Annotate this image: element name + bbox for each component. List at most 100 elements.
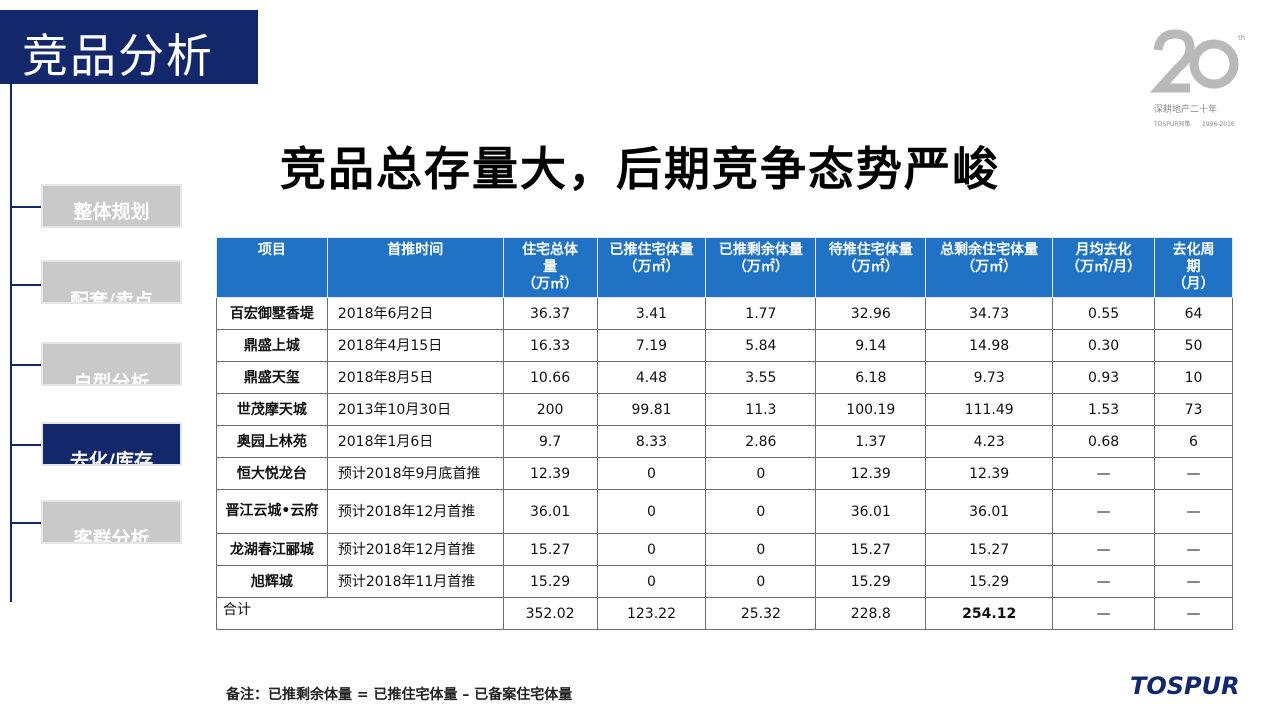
column-header: 月均去化 （万㎡/月）	[1052, 237, 1155, 298]
nav-item-overall-planning[interactable]: 整体规划	[41, 184, 182, 228]
value-cell: —	[1154, 533, 1233, 566]
anniversary-logo-icon: th 深耕地产二十年 TOSPUR同策 1996-2016	[1150, 29, 1245, 128]
value-cell: —	[1052, 489, 1155, 534]
project-name-cell: 百宏御墅香堤	[216, 297, 328, 330]
project-name-cell: 鼎盛天玺	[216, 361, 328, 394]
value-cell: 16.33	[502, 329, 598, 362]
total-label-cell: 合计	[216, 597, 504, 630]
total-value-cell: 25.32	[705, 597, 817, 630]
brand-logo: TOSPUR	[1130, 672, 1240, 700]
total-value-cell: —	[1154, 597, 1233, 630]
nav-tick	[10, 284, 42, 286]
launch-date-cell: 2018年8月5日	[326, 361, 504, 394]
table-row: 恒大悦龙台 预计2018年9月底首推 12.39 0 0 12.39 12.39— —	[216, 457, 1233, 490]
value-cell: 0	[596, 565, 707, 598]
value-cell: 0	[705, 457, 817, 490]
value-cell: 0	[705, 489, 817, 534]
value-cell: 4.48	[596, 361, 707, 394]
value-cell: 1.53	[1052, 393, 1155, 426]
value-cell: —	[1052, 565, 1155, 598]
table-row: 鼎盛上城 2018年4月15日 16.33 7.19 5.84 9.14 14.98 0.30…	[216, 329, 1233, 362]
value-cell: 10	[1154, 361, 1233, 394]
project-name-cell: 旭辉城	[216, 565, 328, 598]
value-cell: 0.55	[1052, 297, 1155, 330]
footnote: 备注：已推剩余体量 = 已推住宅体量 – 已备案住宅体量	[226, 687, 573, 703]
value-cell: 100.19	[815, 393, 927, 426]
value-cell: 15.27	[502, 533, 598, 566]
column-header: 住宅总体量（万㎡）	[502, 237, 598, 298]
value-cell: 0	[705, 565, 817, 598]
value-cell: —	[1154, 565, 1233, 598]
value-cell: 64	[1154, 297, 1233, 330]
value-cell: 36.37	[502, 297, 598, 330]
launch-date-cell: 2018年6月2日	[326, 297, 504, 330]
nav-tick	[10, 206, 42, 208]
table-total-row: 合计 352.02 123.22 25.32 228.8 254.12— —	[216, 597, 1233, 630]
nav-tick	[10, 444, 42, 446]
nav-label: 整体规划	[73, 201, 150, 223]
value-cell: 6.18	[815, 361, 927, 394]
value-cell: 0.30	[1052, 329, 1155, 362]
project-name-cell: 世茂摩天城	[216, 393, 328, 426]
table-row: 晋江云城•云府 预计2018年12月首推 36.01 0 0 36.01 36.01— —	[216, 489, 1233, 534]
value-cell: 7.19	[596, 329, 707, 362]
value-cell: 36.01	[815, 489, 927, 534]
nav-item-inventory[interactable]: 去化/库存	[41, 422, 182, 466]
nav-item-amenities[interactable]: 配套/卖点	[41, 260, 182, 304]
project-name-cell: 奥园上林苑	[216, 425, 328, 458]
logo-caption: 深耕地产二十年	[1154, 103, 1217, 115]
column-header: 去化周期（月）	[1154, 237, 1233, 298]
logo-suffix: th	[1238, 34, 1245, 42]
column-header: 总剩余住宅体量 （万㎡）	[925, 237, 1054, 298]
value-cell: 11.3	[705, 393, 817, 426]
value-cell: —	[1154, 457, 1233, 490]
value-cell: 50	[1154, 329, 1233, 362]
project-name-cell: 恒大悦龙台	[216, 457, 328, 490]
nav-item-floorplan[interactable]: 户型分析	[41, 342, 182, 386]
value-cell: 5.84	[705, 329, 817, 362]
project-name-cell: 晋江云城•云府	[216, 489, 328, 534]
launch-date-cell: 预计2018年11月首推	[326, 565, 504, 598]
value-cell: —	[1052, 457, 1155, 490]
launch-date-cell: 预计2018年9月底首推	[326, 457, 504, 490]
value-cell: 0.93	[1052, 361, 1155, 394]
nav-item-customers[interactable]: 客群分析	[41, 500, 182, 544]
headline: 竞品总存量大，后期竞争态势严峻	[280, 142, 1000, 196]
value-cell: 0.68	[1052, 425, 1155, 458]
table-row: 鼎盛天玺 2018年8月5日 10.66 4.48 3.55 6.18 9.73 0.93 10	[216, 361, 1233, 394]
value-cell: 12.39	[815, 457, 927, 490]
launch-date-cell: 预计2018年12月首推	[326, 533, 504, 566]
nav-label: 户型分析	[73, 372, 150, 386]
value-cell: 0	[705, 533, 817, 566]
table-row: 百宏御墅香堤 2018年6月2日 36.37 3.41 1.77 32.96 34.73 0.…	[216, 297, 1233, 330]
total-value-cell: 228.8	[815, 597, 927, 630]
value-cell: 12.39	[925, 457, 1054, 490]
value-cell: 1.77	[705, 297, 817, 330]
competitor-inventory-table: 项目 首推时间 住宅总体量（万㎡） 已推住宅体量 （万㎡） 已推剩余体量 （万㎡） 待推住宅体…	[216, 237, 1233, 630]
value-cell: 36.01	[925, 489, 1054, 534]
value-cell: 36.01	[502, 489, 598, 534]
project-name-cell: 鼎盛上城	[216, 329, 328, 362]
nav-label: 客群分析	[73, 528, 150, 544]
value-cell: 9.14	[815, 329, 927, 362]
value-cell: 200	[502, 393, 598, 426]
launch-date-cell: 2018年4月15日	[326, 329, 504, 362]
project-name-cell: 龙湖春江郦城	[216, 533, 328, 566]
nav-timeline	[10, 84, 12, 602]
total-value-cell: —	[1052, 597, 1155, 630]
value-cell: 73	[1154, 393, 1233, 426]
table-row: 奥园上林苑 2018年1月6日 9.7 8.33 2.86 1.37 4.23 0.68 6	[216, 425, 1233, 458]
total-value-cell: 123.22	[596, 597, 707, 630]
value-cell: 0	[596, 489, 707, 534]
value-cell: 111.49	[925, 393, 1054, 426]
column-header: 已推剩余体量 （万㎡）	[705, 237, 817, 298]
section-title: 竞品分析	[22, 29, 214, 83]
launch-date-cell: 2018年1月6日	[326, 425, 504, 458]
value-cell: 3.55	[705, 361, 817, 394]
value-cell: 15.27	[925, 533, 1054, 566]
nav-tick	[10, 522, 42, 524]
value-cell: 0	[596, 457, 707, 490]
value-cell: 15.27	[815, 533, 927, 566]
value-cell: 1.37	[815, 425, 927, 458]
nav-label: 去化/库存	[70, 450, 153, 466]
